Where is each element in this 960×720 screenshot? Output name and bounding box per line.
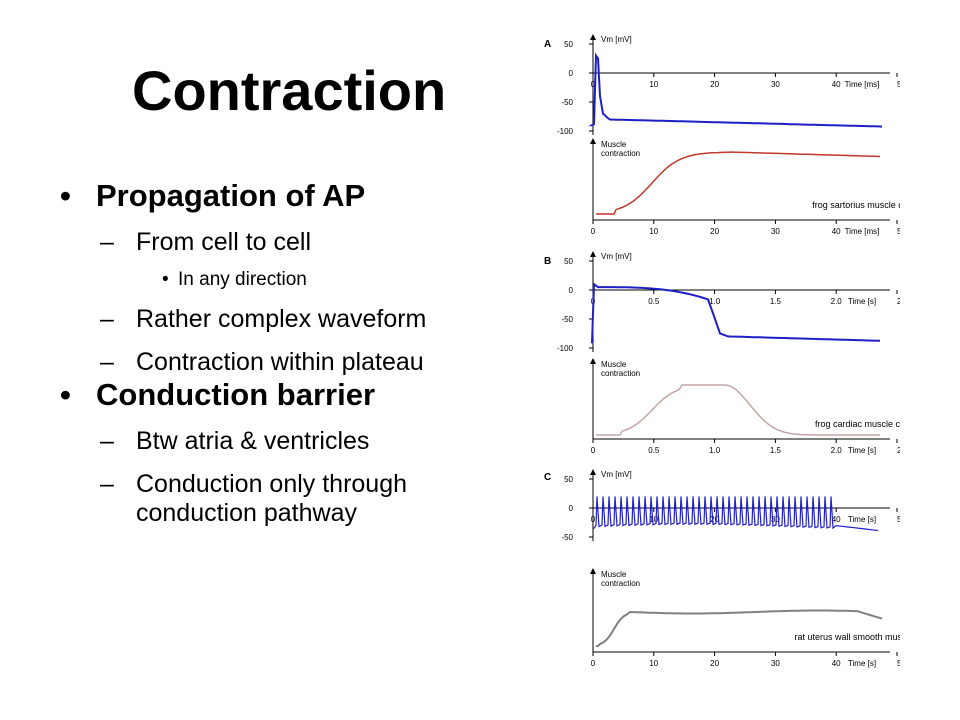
panel-c-contraction-label-2: contraction xyxy=(601,579,640,588)
panel-a-time-tick-label: 30 xyxy=(771,80,780,89)
sub-bullet-conduction-pathway: Conduction only through conduction pathw… xyxy=(60,470,530,528)
panel-b-contraction-time-unit: Time [s] xyxy=(848,446,876,455)
sub-bullet-cell-to-cell: From cell to cell xyxy=(60,228,530,257)
panel-b-contraction-tick-label: 2.5 xyxy=(897,446,900,455)
panel-b-contraction-trace xyxy=(596,384,880,436)
panel-b-vm-tick-label: -50 xyxy=(561,315,573,324)
panel-a-time-tick-label: 50 xyxy=(897,80,900,89)
panel-a-contraction-tick-label: 0 xyxy=(591,227,596,236)
panel-c-contraction-tick-label: 30 xyxy=(771,659,780,668)
panel-a-vm-label: Vm [mV] xyxy=(601,35,632,44)
panel-c-caption: rat uterus wall smooth muscle cell xyxy=(794,632,900,642)
panel-c-vm-tick-label: 0 xyxy=(569,504,574,513)
panel-b-time-tick-label: 1.0 xyxy=(709,297,721,306)
panel-b-contraction-label-2: contraction xyxy=(601,369,640,378)
panel-a-vm-arrow-icon xyxy=(590,34,596,40)
panel-a-vm-tick-label: 50 xyxy=(564,40,573,49)
panel-c-time-tick-label: 40 xyxy=(832,515,841,524)
panel-c-contraction-arrow-icon xyxy=(590,568,596,574)
bullet-list: Propagation of AP From cell to cell In a… xyxy=(60,178,530,528)
panel-a-contraction-arrow-icon xyxy=(590,138,596,144)
panel-b-vm-tick-label: -100 xyxy=(557,344,574,353)
panel-c-contraction-trace xyxy=(596,609,883,647)
panel-a-contraction-tick-label: 40 xyxy=(832,227,841,236)
panel-c-contraction-time-unit: Time [s] xyxy=(848,659,876,668)
panel-c-time-tick-label: 50 xyxy=(897,515,900,524)
panel-b-vm-tick-label: 50 xyxy=(564,257,573,266)
panel-c-vm-tick-label: 50 xyxy=(564,475,573,484)
panel-b-letter: B xyxy=(544,256,551,267)
muscle-cell-figure: A Vm [mV] 50 0 -50 -100 0 10 20 30 40 50 Time [ms] Mu… xyxy=(544,34,900,668)
panel-a-contraction-tick-label: 30 xyxy=(771,227,780,236)
sub-bullet-contraction-plateau: Contraction within plateau xyxy=(60,348,530,377)
panel-b-contraction-tick-label: 1.5 xyxy=(770,446,782,455)
panel-b-time-tick-label: 2.5 xyxy=(897,297,900,306)
sub-sub-bullet-any-direction: In any direction xyxy=(60,269,530,291)
panel-a-time-unit: Time [ms] xyxy=(845,80,880,89)
panel-a-contraction-tick-label: 10 xyxy=(649,227,658,236)
panel-b-contraction-label-1: Muscle xyxy=(601,360,627,369)
panel-c-time-tick-label: 0 xyxy=(591,515,596,524)
panel-b-vm-tick-label: 0 xyxy=(569,286,574,295)
panel-b-contraction-tick-label: 0 xyxy=(591,446,596,455)
panel-c-time-tick-label: 10 xyxy=(649,515,658,524)
panel-b-caption: frog cardiac muscle cell xyxy=(815,419,900,429)
panel-a-letter: A xyxy=(544,39,551,50)
panel-c-letter: C xyxy=(544,472,551,483)
panel-a-potential-trace xyxy=(588,52,883,128)
panel-a-contraction-time-unit: Time [ms] xyxy=(845,227,880,236)
panel-c-contraction-tick-label: 0 xyxy=(591,659,596,668)
panel-c-contraction-tick-label: 10 xyxy=(649,659,658,668)
panel-b-time-tick-label: 2.0 xyxy=(831,297,843,306)
panel-a-vm-tick-label: -50 xyxy=(561,98,573,107)
slide-title: Contraction xyxy=(132,59,447,122)
panel-c-contraction-label-1: Muscle xyxy=(601,570,627,579)
panel-a-time-tick-label: 0 xyxy=(591,80,596,89)
panel-c-contraction-tick-label: 40 xyxy=(832,659,841,668)
sub-bullet-complex-waveform: Rather complex waveform xyxy=(60,305,530,334)
panel-c-vm-tick-label: -50 xyxy=(561,533,573,542)
panel-b-potential-trace xyxy=(590,282,881,344)
panel-a-contraction-label-1: Muscle xyxy=(601,140,627,149)
panel-c-time-unit: Time [s] xyxy=(848,515,876,524)
panel-b-contraction-tick-label: 0.5 xyxy=(648,446,660,455)
panel-a-contraction-tick-label: 50 xyxy=(897,227,900,236)
panel-b-time-tick-label: 1.5 xyxy=(770,297,782,306)
panel-b-time-unit: Time [s] xyxy=(848,297,876,306)
panel-c-vm-arrow-icon xyxy=(590,469,596,475)
panel-a-caption: frog sartorius muscle cell xyxy=(812,200,900,210)
bullet-propagation: Propagation of AP xyxy=(60,178,530,214)
panel-b-vm-arrow-icon xyxy=(590,251,596,257)
panel-a-contraction-tick-label: 20 xyxy=(710,227,719,236)
panel-a-time-tick-label: 10 xyxy=(649,80,658,89)
sub-bullet-atria-ventricles: Btw atria & ventricles xyxy=(60,427,530,456)
panel-c-contraction-tick-label: 20 xyxy=(710,659,719,668)
panel-c-potential-trace xyxy=(593,496,879,532)
panel-c-vm-label: Vm [mV] xyxy=(601,470,632,479)
panel-a-time-tick-label: 20 xyxy=(710,80,719,89)
panel-c-time-tick-label: 20 xyxy=(710,515,719,524)
panel-b-vm-label: Vm [mV] xyxy=(601,252,632,261)
panel-a-time-tick-label: 40 xyxy=(832,80,841,89)
panel-b-contraction-arrow-icon xyxy=(590,358,596,364)
panel-a-contraction-label-2: contraction xyxy=(601,149,640,158)
panel-a-contraction-trace xyxy=(596,151,881,215)
panel-b-time-tick-label: 0.5 xyxy=(648,297,660,306)
panel-c-contraction-tick-label: 50 xyxy=(897,659,900,668)
panel-a-vm-tick-label: -100 xyxy=(557,127,574,136)
panel-b-contraction-tick-label: 2.0 xyxy=(831,446,843,455)
panel-a-vm-tick-label: 0 xyxy=(569,69,574,78)
bullet-conduction-barrier: Conduction barrier xyxy=(60,377,530,413)
panel-b-contraction-tick-label: 1.0 xyxy=(709,446,721,455)
